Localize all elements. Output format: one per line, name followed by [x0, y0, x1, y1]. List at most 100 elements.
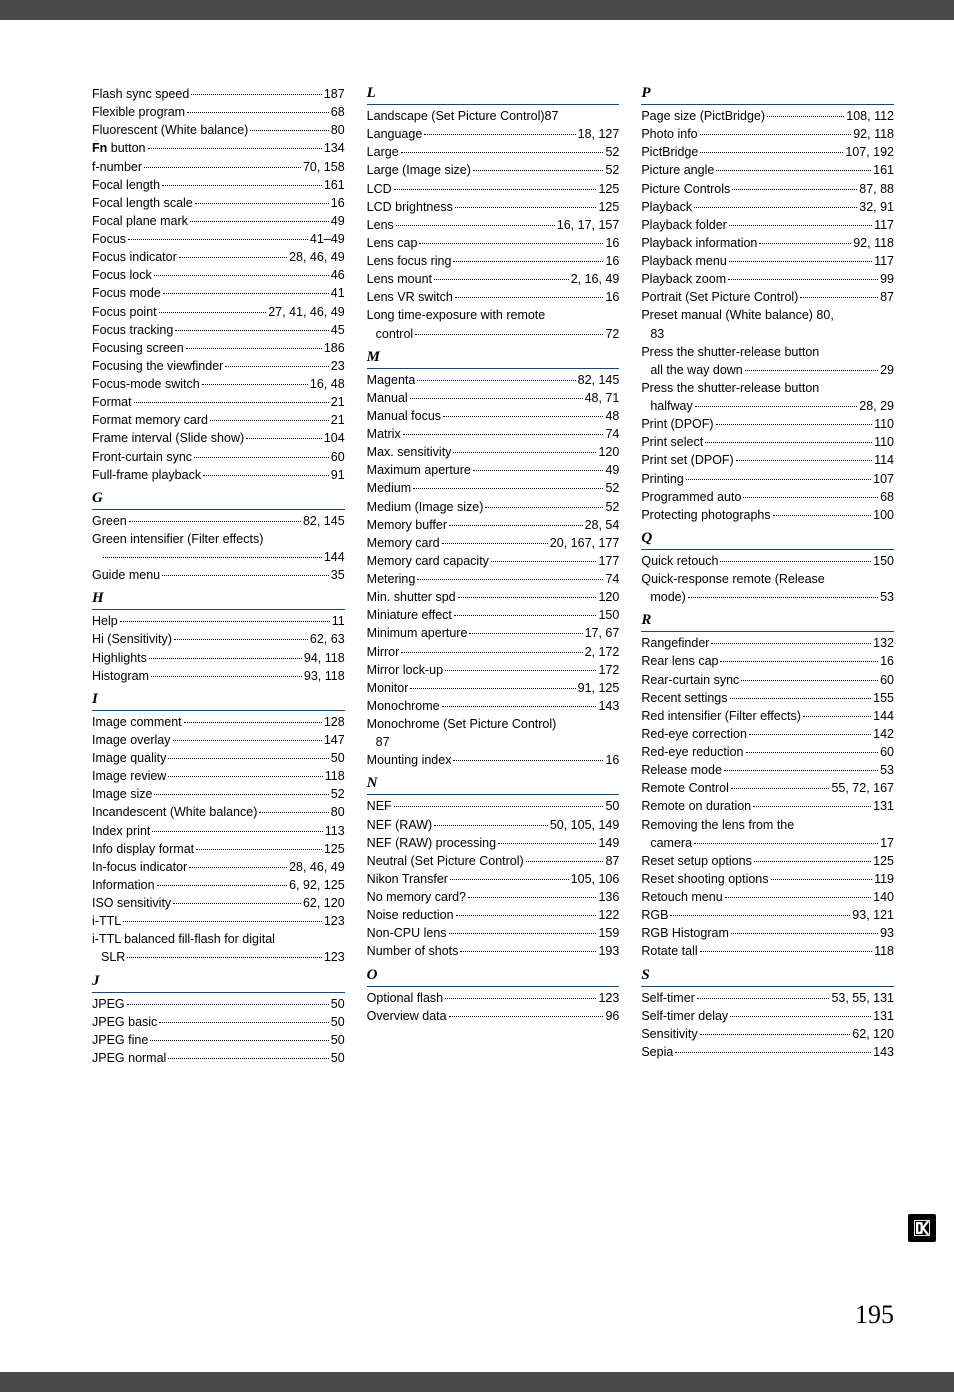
index-entry: JPEG 50	[92, 995, 345, 1013]
index-entry: Self-timer 53, 55, 131	[641, 989, 894, 1007]
index-entry: Minimum aperture 17, 67	[367, 624, 620, 642]
index-entry: Nikon Transfer 105, 106	[367, 870, 620, 888]
index-entry: Preset manual (White balance) 80,83	[641, 306, 894, 342]
index-columns: Flash sync speed 187Flexible program 68F…	[92, 85, 894, 1067]
section-header: G	[92, 490, 345, 510]
section-header: M	[367, 349, 620, 369]
index-entry: Playback information 92, 118	[641, 234, 894, 252]
index-entry: Printing 107	[641, 470, 894, 488]
index-entry: Focus-mode switch 16, 48	[92, 375, 345, 393]
index-entry: Playback zoom 99	[641, 270, 894, 288]
index-entry: Image overlay 147	[92, 731, 345, 749]
index-entry: Image review 118	[92, 767, 345, 785]
index-entry: NEF 50	[367, 797, 620, 815]
index-entry: Focus tracking 45	[92, 321, 345, 339]
index-entry: ISO sensitivity 62, 120	[92, 894, 345, 912]
index-entry: In-focus indicator 28, 46, 49	[92, 858, 345, 876]
index-entry: Incandescent (White balance) 80	[92, 803, 345, 821]
index-entry: Picture Controls 87, 88	[641, 180, 894, 198]
index-entry: Overview data 96	[367, 1007, 620, 1025]
index-entry: Image size 52	[92, 785, 345, 803]
index-entry: Large 52	[367, 143, 620, 161]
index-entry: Rangefinder 132	[641, 634, 894, 652]
index-entry: Focus lock 46	[92, 266, 345, 284]
index-entry: Language 18, 127	[367, 125, 620, 143]
index-entry: Fluorescent (White balance) 80	[92, 121, 345, 139]
index-entry: Programmed auto 68	[641, 488, 894, 506]
index-entry: Focus point 27, 41, 46, 49	[92, 303, 345, 321]
index-entry: LCD 125	[367, 180, 620, 198]
index-entry: Print set (DPOF) 114	[641, 451, 894, 469]
index-entry: Image comment 128	[92, 713, 345, 731]
index-entry: Information 6, 92, 125	[92, 876, 345, 894]
index-entry: Protecting photographs 100	[641, 506, 894, 524]
index-entry: Memory buffer 28, 54	[367, 516, 620, 534]
index-entry: i-TTL 123	[92, 912, 345, 930]
index-entry: Format 21	[92, 393, 345, 411]
section-header: R	[641, 612, 894, 632]
index-entry: Rotate tall 118	[641, 942, 894, 960]
index-entry: Landscape (Set Picture Control) 87	[367, 107, 620, 125]
index-entry: f-number 70, 158	[92, 158, 345, 176]
index-entry: Recent settings 155	[641, 689, 894, 707]
index-entry: Memory card 20, 167, 177	[367, 534, 620, 552]
index-entry: Histogram 93, 118	[92, 667, 345, 685]
index-entry: Memory card capacity 177	[367, 552, 620, 570]
index-entry: Red intensifier (Filter effects) 144	[641, 707, 894, 725]
index-entry: Playback menu 117	[641, 252, 894, 270]
index-entry: Focusing the viewfinder 23	[92, 357, 345, 375]
index-entry: Mirror lock-up 172	[367, 661, 620, 679]
section-header: N	[367, 775, 620, 795]
index-entry: Lens VR switch 16	[367, 288, 620, 306]
index-entry: Red-eye correction 142	[641, 725, 894, 743]
index-entry: Reset setup options 125	[641, 852, 894, 870]
index-entry: JPEG normal 50	[92, 1049, 345, 1067]
index-entry: Guide menu 35	[92, 566, 345, 584]
section-header: Q	[641, 530, 894, 550]
index-entry: Page size (PictBridge) 108, 112	[641, 107, 894, 125]
index-entry: Focal plane mark 49	[92, 212, 345, 230]
index-entry: Green 82, 145	[92, 512, 345, 530]
page: Flash sync speed 187Flexible program 68F…	[0, 20, 954, 1372]
index-entry: Focus 41–49	[92, 230, 345, 248]
index-entry: Focal length scale 16	[92, 194, 345, 212]
index-entry: Focus mode 41	[92, 284, 345, 302]
index-entry: Front-curtain sync 60	[92, 448, 345, 466]
index-entry: Index print 113	[92, 822, 345, 840]
index-entry: Large (Image size) 52	[367, 161, 620, 179]
section-header: H	[92, 590, 345, 610]
index-entry: Info display format 125	[92, 840, 345, 858]
index-entry: Monochrome (Set Picture Control)87	[367, 715, 620, 751]
index-entry: Self-timer delay 131	[641, 1007, 894, 1025]
index-entry: Playback 32, 91	[641, 198, 894, 216]
index-entry: Red-eye reduction 60	[641, 743, 894, 761]
index-entry: Help 11	[92, 612, 345, 630]
index-entry: Hi (Sensitivity) 62, 63	[92, 630, 345, 648]
index-entry: Quick-response remote (Releasemode) 53	[641, 570, 894, 606]
index-entry: Neutral (Set Picture Control) 87	[367, 852, 620, 870]
index-entry: NEF (RAW) processing 149	[367, 834, 620, 852]
index-entry: Manual 48, 71	[367, 389, 620, 407]
index-entry: Press the shutter-release buttonhalfway …	[641, 379, 894, 415]
index-column: PPage size (PictBridge) 108, 112Photo in…	[641, 85, 894, 1067]
index-entry: Long time-exposure with remotecontrol 72	[367, 306, 620, 342]
index-entry: Quick retouch 150	[641, 552, 894, 570]
index-entry: Print select 110	[641, 433, 894, 451]
index-entry: Retouch menu 140	[641, 888, 894, 906]
index-entry: Format memory card 21	[92, 411, 345, 429]
section-header: P	[641, 85, 894, 105]
index-entry: LCD brightness 125	[367, 198, 620, 216]
index-entry: Non-CPU lens 159	[367, 924, 620, 942]
index-entry: RGB Histogram 93	[641, 924, 894, 942]
index-entry: PictBridge 107, 192	[641, 143, 894, 161]
index-entry: Playback folder 117	[641, 216, 894, 234]
index-entry: Fn button 134	[92, 139, 345, 157]
index-entry: Lens cap 16	[367, 234, 620, 252]
index-entry: Noise reduction 122	[367, 906, 620, 924]
section-header: S	[641, 967, 894, 987]
index-entry: Monochrome 143	[367, 697, 620, 715]
index-entry: i-TTL balanced fill-flash for digitalSLR…	[92, 930, 345, 966]
index-entry: Sensitivity 62, 120	[641, 1025, 894, 1043]
index-entry: Picture angle 161	[641, 161, 894, 179]
index-entry: Mirror 2, 172	[367, 643, 620, 661]
